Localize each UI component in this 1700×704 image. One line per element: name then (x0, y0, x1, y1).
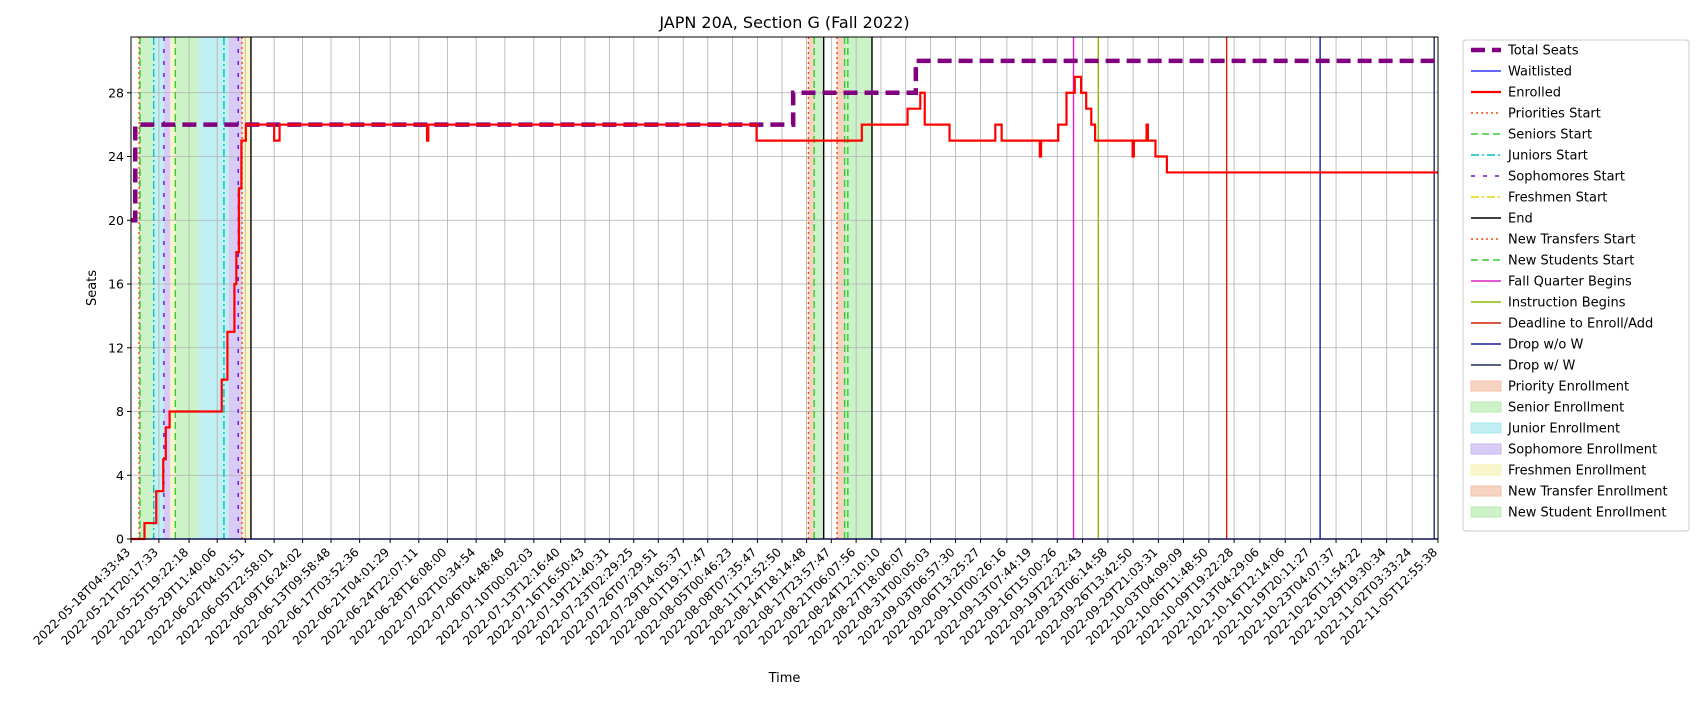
legend-label: Freshmen Enrollment (1508, 464, 1646, 479)
legend-label: Drop w/ W (1508, 359, 1576, 374)
legend-label: End (1508, 212, 1533, 227)
legend-label: Fall Quarter Begins (1508, 275, 1632, 290)
y-tick-label: 8 (116, 404, 124, 419)
legend-label: New Student Enrollment (1508, 506, 1666, 521)
freshmen-enrollment-legend-swatch (1470, 464, 1502, 476)
legend-label: Instruction Begins (1508, 296, 1626, 311)
grid (130, 37, 1439, 540)
enrolled-series (131, 75, 1438, 541)
y-tick-label: 16 (108, 277, 124, 292)
legend-label: Sophomores Start (1508, 170, 1625, 185)
senior-enrollment-span (140, 37, 154, 539)
senior-enrollment-span (175, 37, 199, 539)
new-student-enrollment-span (844, 37, 872, 539)
legend-label: New Transfers Start (1508, 233, 1635, 248)
legend-label: New Transfer Enrollment (1508, 485, 1668, 500)
legend-box (1462, 39, 1690, 532)
y-tick-label: 4 (116, 468, 124, 483)
legend-label: Priority Enrollment (1508, 380, 1629, 395)
legend-label: Junior Enrollment (1507, 422, 1620, 437)
x-axis-label: Time (768, 671, 801, 686)
legend-label: Freshmen Start (1508, 191, 1607, 206)
y-axis-ticks: 0 4 8 12 16 20 24 28 (108, 85, 131, 547)
plot-frame (130, 36, 1439, 540)
priority-enrollment-span (808, 37, 815, 539)
legend-label: Sophomore Enrollment (1508, 443, 1657, 458)
sophomore-enrollment-legend-swatch (1470, 443, 1502, 455)
legend-label: Deadline to Enroll/Add (1508, 317, 1653, 332)
y-tick-label: 0 (116, 532, 124, 547)
freshmen-enrollment-span (242, 37, 251, 539)
legend-label: Senior Enrollment (1508, 401, 1624, 416)
y-tick-label: 28 (108, 85, 124, 100)
legend-label: Enrolled (1508, 86, 1561, 101)
priority-enrollment-legend-swatch (1470, 380, 1502, 392)
junior-enrollment-legend-swatch (1470, 422, 1502, 434)
new-student-enrollment-span (814, 37, 824, 539)
freshmen-enrollment-span (170, 37, 176, 539)
legend: Total Seats Waitlisted Enrolled Priorities … (1462, 39, 1690, 532)
legend-label: Total Seats (1507, 44, 1579, 59)
x-axis-ticks: 2022-05-18T04:33:432022-05-21T20:17:3320… (31, 539, 1440, 648)
y-tick-label: 20 (108, 213, 124, 228)
enrollment-period-spans (139, 37, 872, 539)
new-transfer-enrollment-legend-swatch (1470, 485, 1502, 497)
y-tick-label: 24 (108, 149, 124, 164)
legend-label: Seniors Start (1508, 128, 1592, 143)
legend-label: New Students Start (1508, 254, 1634, 269)
new-student-enrollment-legend-swatch (1470, 506, 1502, 518)
legend-label: Juniors Start (1507, 149, 1588, 164)
new-transfer-enrollment-span (837, 37, 845, 539)
sophomore-enrollment-span (163, 37, 171, 539)
data-series (131, 58, 1438, 541)
legend-label: Waitlisted (1508, 65, 1572, 80)
y-tick-label: 12 (108, 340, 124, 355)
event-lines (138, 37, 1435, 539)
senior-enrollment-legend-swatch (1470, 401, 1502, 413)
chart-title: JAPN 20A, Section G (Fall 2022) (658, 13, 909, 32)
legend-label: Drop w/o W (1508, 338, 1584, 353)
legend-label: Priorities Start (1508, 107, 1601, 122)
y-axis-label: Seats (85, 270, 100, 306)
